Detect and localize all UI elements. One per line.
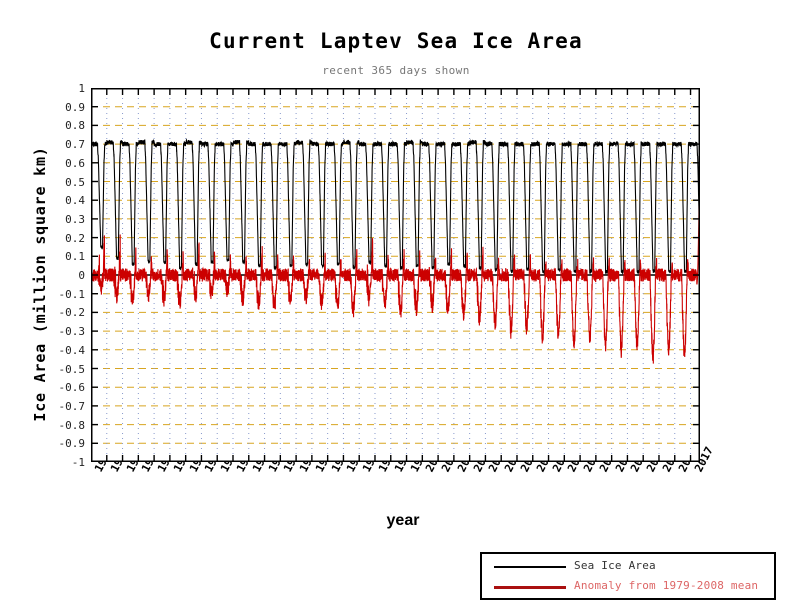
legend-label-sea-ice-area: Sea Ice Area: [574, 559, 656, 572]
y-axis-tick-label: 0.6: [65, 156, 85, 170]
y-axis-tick-label: -0.6: [58, 381, 86, 395]
y-axis-tick-label: 0.2: [65, 231, 85, 245]
y-axis-tick-label: 0.7: [65, 138, 85, 152]
y-axis-tick-label: 0.8: [65, 119, 85, 133]
legend-swatch-line-black: [494, 566, 566, 568]
y-axis-tick-label: 0.1: [65, 250, 85, 264]
chart-title: Current Laptev Sea Ice Area: [209, 29, 583, 53]
y-axis-tick-label: -0.2: [58, 306, 86, 320]
y-axis-tick-label: 0.9: [65, 100, 85, 114]
chart-canvas: [91, 88, 700, 462]
y-axis-tick-label: -0.8: [58, 418, 86, 432]
y-axis-tick-label: 0.5: [65, 175, 85, 189]
plot-area: [91, 88, 700, 462]
y-axis-tick-label: 0: [78, 269, 85, 282]
y-axis-tick-label: -0.1: [58, 287, 86, 301]
chart-subtitle: recent 365 days shown: [322, 64, 470, 77]
legend-item-anomaly: Anomaly from 1979-2008 mean: [482, 578, 774, 596]
series-sea-ice-area: [91, 138, 700, 275]
y-axis-tick-label: -0.4: [58, 343, 86, 357]
y-axis-tick-label: 0.4: [65, 194, 85, 208]
y-axis-tick-label: -1: [71, 456, 85, 469]
legend-label-anomaly: Anomaly from 1979-2008 mean: [574, 579, 759, 592]
chart-legend: Sea Ice Area Anomaly from 1979-2008 mean: [480, 552, 776, 600]
x-axis-label: year: [386, 512, 420, 529]
y-axis-tick-label: -0.7: [58, 399, 86, 413]
y-axis-tick-label: -0.3: [58, 325, 86, 339]
legend-item-sea-ice-area: Sea Ice Area: [482, 558, 774, 576]
y-axis-tick-label: 1: [78, 82, 85, 95]
y-axis-tick-label: -0.9: [58, 437, 86, 451]
legend-swatch-line-red: [494, 586, 566, 589]
y-axis-tick-label: -0.5: [58, 362, 86, 376]
y-axis-tick-label: 0.3: [65, 212, 85, 226]
series-anomaly: [91, 179, 700, 364]
